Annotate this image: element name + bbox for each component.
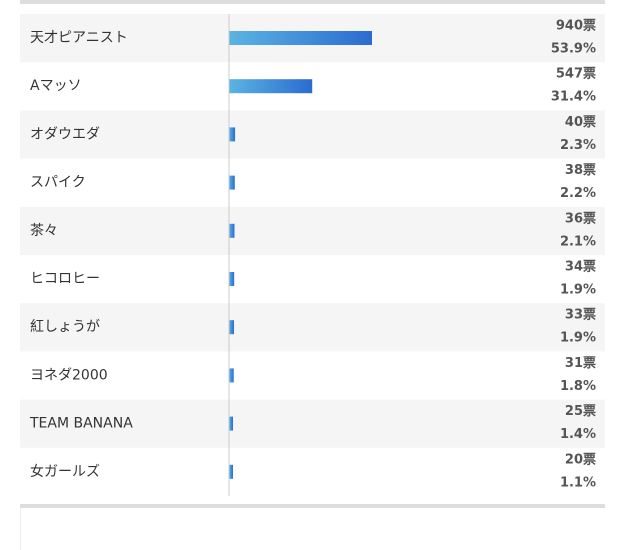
- category-label: 茶々: [30, 223, 58, 239]
- percent-label: 2.2%: [560, 186, 596, 201]
- percent-label: 1.1%: [560, 475, 596, 490]
- row-background: [20, 303, 605, 352]
- vote-label: 40票: [565, 114, 596, 130]
- category-label: 女ガールズ: [30, 463, 100, 480]
- category-label: 紅しょうが: [30, 319, 100, 335]
- vote-label: 33票: [565, 307, 596, 323]
- vote-label: 547票: [556, 66, 596, 82]
- percent-label: 1.8%: [560, 379, 596, 394]
- bar: [229, 223, 235, 238]
- percent-label: 2.1%: [560, 234, 596, 249]
- top-border: [20, 0, 605, 4]
- percent-label: 31.4%: [551, 90, 596, 105]
- vote-label: 940票: [556, 18, 596, 34]
- category-label: スパイク: [30, 175, 86, 191]
- percent-label: 1.9%: [560, 331, 596, 346]
- row-background: [20, 110, 605, 159]
- percent-label: 1.4%: [560, 427, 596, 442]
- row-background: [20, 206, 605, 255]
- bar: [229, 175, 235, 190]
- vote-label: 25票: [565, 403, 596, 419]
- bar: [229, 464, 233, 479]
- bar: [229, 320, 235, 335]
- bar: [229, 127, 236, 142]
- category-label: オダウエダ: [30, 126, 100, 142]
- category-label: Aマッソ: [30, 78, 82, 94]
- category-label: ヨネダ2000: [30, 367, 108, 383]
- percent-label: 53.9%: [551, 42, 596, 57]
- bar: [229, 272, 235, 286]
- vote-label: 34票: [565, 259, 596, 275]
- bar: [229, 79, 313, 94]
- vote-label: 31票: [565, 355, 596, 371]
- category-label: ヒコロヒー: [30, 271, 100, 287]
- vote-label: 36票: [565, 210, 596, 226]
- category-label: 天才ピアニスト: [30, 30, 128, 46]
- vote-label: 20票: [565, 451, 596, 467]
- bar: [229, 416, 233, 431]
- percent-label: 2.3%: [560, 138, 596, 153]
- bottom-border: [20, 504, 605, 508]
- row-background: [20, 399, 605, 448]
- vote-label: 38票: [565, 162, 596, 178]
- bar: [229, 368, 234, 383]
- percent-label: 1.9%: [560, 283, 596, 298]
- bar: [229, 31, 372, 45]
- category-label: TEAM BANANA: [29, 416, 133, 432]
